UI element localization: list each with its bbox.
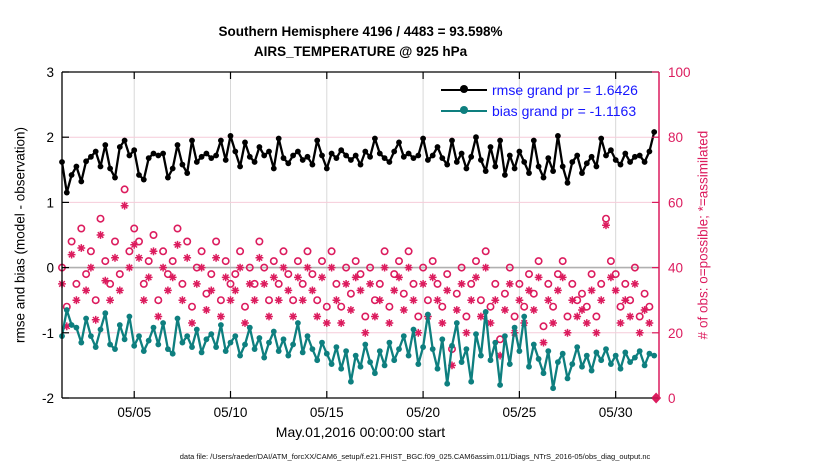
svg-text:05/05: 05/05 <box>117 405 151 420</box>
legend-label-bias: bias grand pr = -1.1163 <box>492 102 637 119</box>
svg-text:60: 60 <box>668 195 683 210</box>
svg-text:05/15: 05/15 <box>310 405 344 420</box>
svg-text:3: 3 <box>46 65 54 80</box>
bias-marker-icon <box>460 106 468 115</box>
svg-text:05/30: 05/30 <box>599 405 633 420</box>
bias-series <box>59 307 658 392</box>
legend: rmse grand pr = 1.6426 bias grand pr = -… <box>441 79 638 121</box>
svg-text:2: 2 <box>46 130 54 145</box>
data-file-caption: data file: /Users/raeder/DAI/ATM_forcXX/… <box>179 452 651 461</box>
legend-row-rmse: rmse grand pr = 1.6426 <box>441 79 638 100</box>
legend-label-rmse: rmse grand pr = 1.6426 <box>492 81 638 98</box>
svg-text:80: 80 <box>668 130 683 145</box>
svg-text:0: 0 <box>668 391 676 406</box>
assimilated-series <box>58 201 654 370</box>
rmse-line-swatch <box>441 85 487 94</box>
axes-box <box>61 71 660 399</box>
svg-text:0: 0 <box>46 261 54 276</box>
svg-text:40: 40 <box>668 261 683 276</box>
svg-text:05/25: 05/25 <box>502 405 536 420</box>
legend-row-bias: bias grand pr = -1.1163 <box>441 100 638 121</box>
svg-text:20: 20 <box>668 326 683 341</box>
svg-text:05/20: 05/20 <box>406 405 440 420</box>
svg-text:-2: -2 <box>42 391 54 406</box>
rmse-series <box>59 129 658 196</box>
bias-line-swatch <box>441 106 487 115</box>
chart-title-line2: AIRS_TEMPERATURE @ 925 hPa <box>253 44 468 59</box>
chart-title-line1: Southern Hemisphere 4196 / 4483 = 93.598… <box>218 24 503 39</box>
svg-text:05/10: 05/10 <box>214 405 248 420</box>
svg-text:-1: -1 <box>42 326 54 341</box>
svg-text:100: 100 <box>668 65 691 80</box>
tick-marks-and-labels: 05/05 05/10 05/15 05/20 05/25 05/30 -2 -1 0 1 2 3 0 2… <box>42 65 691 420</box>
right-axis-label: # of obs: o=possible; *=assimilated <box>695 130 711 340</box>
rmse-marker-icon <box>460 85 468 94</box>
x-axis-label: May.01,2016 00:00:00 start <box>275 424 446 440</box>
chart-title: Southern Hemisphere 4196 / 4483 = 93.598… <box>62 22 659 62</box>
svg-text:1: 1 <box>46 195 54 210</box>
possible-series <box>57 185 654 354</box>
left-axis-label: rmse and bias (model - observation) <box>12 126 28 344</box>
